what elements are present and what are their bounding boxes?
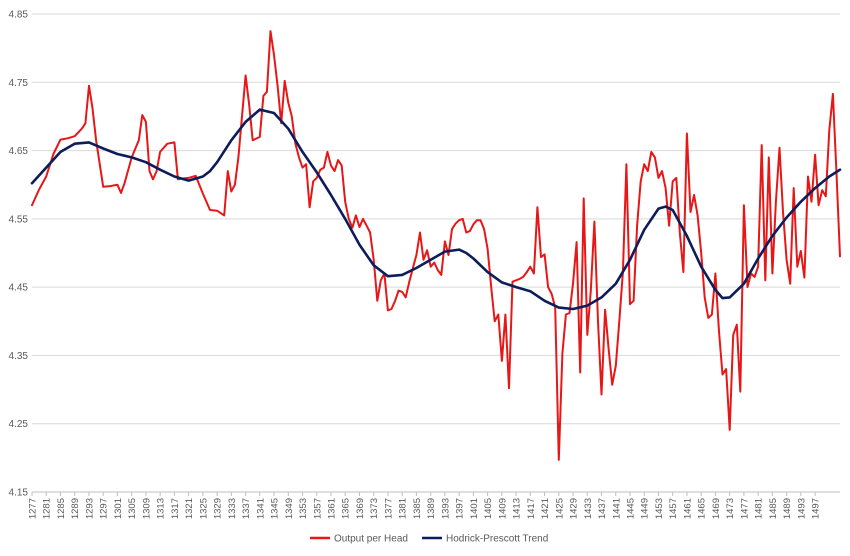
x-tick-label: 1497 bbox=[811, 498, 822, 519]
gridlines bbox=[32, 13, 840, 493]
x-tick-label: 1305 bbox=[127, 498, 138, 519]
x-tick-label: 1457 bbox=[668, 498, 679, 519]
x-tick-label: 1389 bbox=[426, 498, 437, 519]
x-tick-label: 1469 bbox=[711, 498, 722, 519]
x-tick-label: 1477 bbox=[739, 498, 750, 519]
legend-label: Hodrick-Prescott Trend bbox=[446, 534, 548, 545]
x-tick-label: 1349 bbox=[284, 498, 295, 519]
x-tick-label: 1393 bbox=[440, 498, 451, 519]
x-tick-label: 1297 bbox=[99, 498, 110, 519]
x-tick-label: 1417 bbox=[526, 498, 537, 519]
x-tick-label: 1317 bbox=[170, 498, 181, 519]
x-tick-label: 1345 bbox=[270, 498, 281, 519]
x-tick-label: 1433 bbox=[583, 498, 594, 519]
x-tick-label: 1385 bbox=[412, 498, 423, 519]
x-tick-label: 1405 bbox=[483, 498, 494, 519]
x-tick-label: 1425 bbox=[554, 498, 565, 519]
x-tick-label: 1365 bbox=[341, 498, 352, 519]
x-tick-label: 1397 bbox=[455, 498, 466, 519]
legend-label: Output per Head bbox=[334, 534, 408, 545]
x-tick-label: 1293 bbox=[84, 498, 95, 519]
x-tick-label: 1321 bbox=[184, 498, 195, 519]
x-tick-label: 1313 bbox=[156, 498, 167, 519]
x-tick-label: 1453 bbox=[654, 498, 665, 519]
x-tick-label: 1309 bbox=[141, 498, 152, 519]
x-tick-label: 1489 bbox=[782, 498, 793, 519]
x-tick-label: 1373 bbox=[369, 498, 380, 519]
y-tick-label: 4.85 bbox=[9, 10, 29, 21]
x-tick-label: 1333 bbox=[227, 498, 238, 519]
x-tick-label: 1401 bbox=[469, 498, 480, 519]
x-tick-label: 1361 bbox=[326, 498, 337, 519]
x-tick-label: 1281 bbox=[42, 498, 53, 519]
x-tick-label: 1485 bbox=[768, 498, 779, 519]
x-tick-label: 1277 bbox=[28, 498, 39, 519]
y-tick-label: 4.55 bbox=[9, 214, 29, 225]
x-tick-label: 1409 bbox=[497, 498, 508, 519]
y-tick-label: 4.15 bbox=[9, 488, 29, 499]
series-line-hodrick-prescott-trend bbox=[30, 108, 842, 311]
y-tick-label: 4.75 bbox=[9, 78, 29, 89]
x-tick-label: 1337 bbox=[241, 498, 252, 519]
x-tick-label: 1381 bbox=[398, 498, 409, 519]
x-tick-label: 1377 bbox=[383, 498, 394, 519]
y-tick-label: 4.35 bbox=[9, 351, 29, 362]
x-tick-label: 1481 bbox=[754, 498, 765, 519]
y-tick-label: 4.45 bbox=[9, 283, 29, 294]
x-tick-label: 1493 bbox=[796, 498, 807, 519]
legend: Output per Head Hodrick-Prescott Trend bbox=[310, 534, 548, 545]
x-tick-label: 1465 bbox=[697, 498, 708, 519]
x-tick-label: 1289 bbox=[70, 498, 81, 519]
x-tick-label: 1325 bbox=[198, 498, 209, 519]
x-tick-label: 1285 bbox=[56, 498, 67, 519]
x-axis: 1277 1281 1285 1289 1293 1297 1301 1305 1309 1313… bbox=[28, 492, 822, 519]
series-layer bbox=[30, 30, 842, 461]
y-tick-label: 4.65 bbox=[9, 146, 29, 157]
x-tick-label: 1329 bbox=[213, 498, 224, 519]
x-tick-label: 1413 bbox=[512, 498, 523, 519]
x-tick-label: 1429 bbox=[569, 498, 580, 519]
x-tick-label: 1473 bbox=[725, 498, 736, 519]
x-tick-label: 1421 bbox=[540, 498, 551, 519]
x-tick-label: 1301 bbox=[113, 498, 124, 519]
y-axis: 4.15 4.25 4.35 4.45 4.55 4.65 4.75 4.85 bbox=[9, 10, 29, 499]
x-tick-label: 1461 bbox=[682, 498, 693, 519]
x-tick-label: 1441 bbox=[611, 498, 622, 519]
x-tick-label: 1357 bbox=[312, 498, 323, 519]
x-tick-label: 1437 bbox=[597, 498, 608, 519]
series-line-output-per-head bbox=[31, 30, 841, 461]
x-tick-label: 1341 bbox=[255, 498, 266, 519]
y-tick-label: 4.25 bbox=[9, 419, 29, 430]
x-tick-label: 1353 bbox=[298, 498, 309, 519]
x-tick-label: 1369 bbox=[355, 498, 366, 519]
x-tick-label: 1445 bbox=[625, 498, 636, 519]
x-tick-label: 1449 bbox=[640, 498, 651, 519]
